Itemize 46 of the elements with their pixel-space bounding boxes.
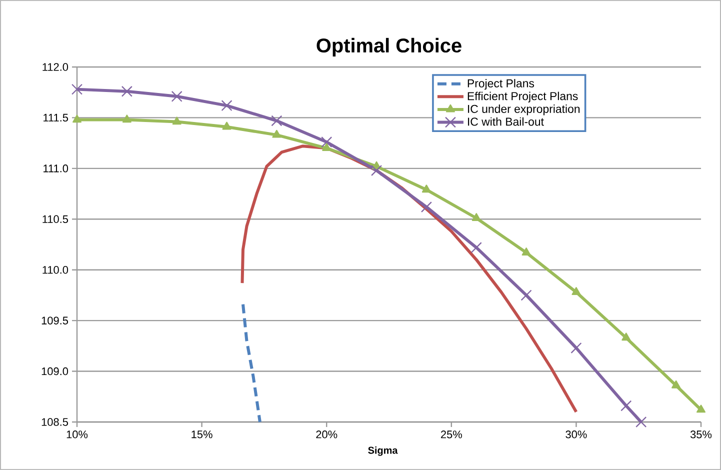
point [171, 90, 182, 102]
legend-label: IC under expropriation [468, 104, 580, 116]
point [370, 164, 382, 176]
point [622, 332, 631, 341]
x-tick-label: 25% [440, 430, 462, 438]
point [222, 122, 232, 130]
line-series [241, 302, 262, 424]
legend-label: IC with Bail-out [468, 117, 544, 126]
y-tick-label: 110.0 [42, 266, 68, 274]
point [572, 287, 581, 296]
point [271, 115, 282, 126]
point [172, 116, 182, 125]
point [122, 114, 132, 123]
y-tick-label: 110.5 [42, 215, 68, 224]
point [121, 86, 132, 97]
chart-title: Optimal Choice [316, 38, 462, 57]
point [221, 100, 232, 112]
point [520, 290, 532, 301]
point [72, 114, 82, 123]
legend-label: Efficient Project Plans [468, 92, 578, 102]
y-tick-label: 111.0 [44, 164, 68, 172]
x-tick-label: 10% [66, 430, 88, 438]
y-tick-label: 109.5 [42, 316, 68, 324]
x-axis-title: Sigma [368, 446, 398, 456]
point [420, 201, 432, 213]
point [321, 136, 332, 148]
point [422, 184, 431, 193]
y-tick-label: 108.5 [42, 418, 68, 426]
point [620, 400, 632, 412]
x-tick-label: 15% [192, 430, 212, 438]
x-tick-label: 20% [316, 430, 338, 438]
point [272, 130, 282, 138]
legend-label: Project Plans [468, 78, 534, 90]
point [472, 213, 481, 221]
x-tick-label: 35% [690, 430, 712, 438]
point [672, 380, 681, 388]
point [71, 84, 83, 95]
y-tick-label: 109.0 [42, 367, 68, 376]
y-tick-label: 112.0 [42, 63, 68, 71]
x-tick-label: 30% [566, 430, 587, 438]
point [636, 416, 647, 428]
point [470, 242, 482, 254]
point [522, 248, 531, 256]
y-tick-label: 111.5 [44, 114, 68, 122]
point [570, 342, 582, 354]
point [696, 404, 706, 413]
